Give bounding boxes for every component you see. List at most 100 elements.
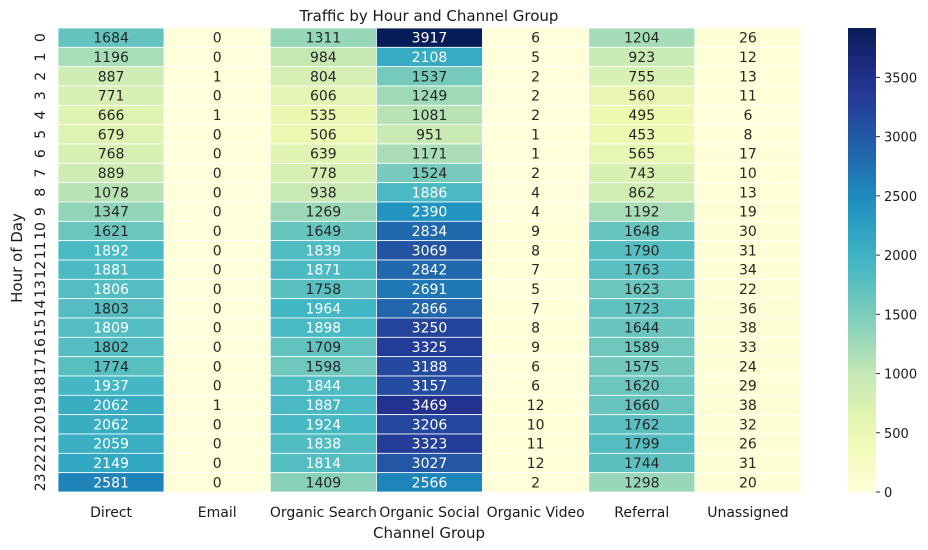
- cell-value-label: 20: [739, 475, 757, 491]
- cell-value-label: 6: [531, 31, 540, 47]
- y-tick-label: 21: [33, 435, 49, 453]
- cell-value-label: 0: [213, 243, 222, 259]
- cell-value-label: 1: [531, 127, 540, 143]
- cell-value-label: 2834: [412, 224, 448, 240]
- cell-value-label: 2062: [93, 398, 129, 414]
- cell-value-label: 666: [98, 108, 125, 124]
- cell-value-label: 26: [739, 437, 757, 453]
- cell-value-label: 0: [213, 127, 222, 143]
- cell-value-label: 1524: [412, 166, 448, 182]
- cell-value-label: 1892: [93, 243, 129, 259]
- cell-value-label: 19: [739, 205, 757, 221]
- cell-value-label: 560: [628, 89, 655, 105]
- y-tick-label: 19: [33, 396, 49, 414]
- cell-value-label: 1744: [624, 456, 660, 472]
- cell-value-label: 1839: [306, 243, 342, 259]
- y-tick-label: 12: [33, 261, 49, 279]
- cell-value-label: 0: [213, 456, 222, 472]
- cell-value-label: 17: [739, 147, 757, 163]
- cell-value-label: 2: [531, 89, 540, 105]
- cell-value-label: 0: [213, 147, 222, 163]
- cell-value-label: 453: [628, 127, 655, 143]
- cell-value-label: 3027: [412, 456, 448, 472]
- cell-value-label: 2: [531, 69, 540, 85]
- cell-value-label: 1192: [624, 205, 660, 221]
- cell-value-label: 1758: [306, 282, 342, 298]
- cell-value-label: 2108: [412, 50, 448, 66]
- cell-value-label: 1649: [306, 224, 342, 240]
- cell-value-label: 768: [98, 147, 125, 163]
- colorbar-tick-label: 2000: [884, 249, 917, 264]
- cell-value-label: 2581: [93, 475, 129, 491]
- y-tick-label: 6: [33, 149, 49, 158]
- cell-value-label: 5: [531, 282, 540, 298]
- x-tick-labels: Direct Email Organic Search Organic Social O…: [90, 505, 789, 521]
- cell-value-label: 0: [213, 263, 222, 279]
- cell-value-label: 34: [739, 263, 757, 279]
- cell-value-label: 3188: [412, 359, 448, 375]
- cell-value-label: 743: [628, 166, 655, 182]
- cell-value-label: 1790: [624, 243, 660, 259]
- y-tick-label: 20: [33, 415, 49, 433]
- y-tick-label: 10: [33, 222, 49, 240]
- y-axis-label: Hour of Day: [8, 213, 26, 303]
- cell-value-label: 31: [739, 243, 757, 259]
- cell-value-label: 889: [98, 166, 125, 182]
- cell-value-label: 0: [213, 475, 222, 491]
- cell-value-label: 1762: [624, 417, 660, 433]
- colorbar-tick-label: 500: [884, 427, 909, 442]
- cell-value-label: 3469: [412, 398, 448, 414]
- cell-value-label: 2059: [93, 437, 129, 453]
- cell-value-label: 32: [739, 417, 757, 433]
- cell-value-label: 0: [213, 301, 222, 317]
- cell-value-label: 0: [213, 282, 222, 298]
- cell-value-label: 1: [531, 147, 540, 163]
- cell-value-label: 7: [531, 301, 540, 317]
- y-tick-label: 8: [33, 188, 49, 197]
- cell-value-label: 1887: [306, 398, 342, 414]
- x-tick-label: Email: [198, 505, 237, 521]
- y-tick-label: 3: [33, 91, 49, 100]
- cell-value-label: 10: [527, 417, 545, 433]
- cell-value-label: 2842: [412, 263, 448, 279]
- cell-value-label: 679: [98, 127, 125, 143]
- x-tick-label: Organic Video: [487, 505, 585, 521]
- colorbar-tick-label: 3000: [884, 131, 917, 146]
- cell-value-label: 29: [739, 379, 757, 395]
- cell-value-label: 804: [310, 69, 337, 85]
- cell-value-label: 1347: [93, 205, 129, 221]
- cell-value-label: 2: [531, 166, 540, 182]
- cell-value-label: 755: [628, 69, 655, 85]
- cell-value-label: 1081: [412, 108, 448, 124]
- cell-value-label: 0: [213, 224, 222, 240]
- cell-value-label: 8: [743, 127, 752, 143]
- cell-value-label: 1964: [306, 301, 342, 317]
- x-tick-label: Organic Search: [270, 505, 377, 521]
- y-tick-label: 0: [33, 33, 49, 42]
- x-tick-label: Organic Social: [379, 505, 479, 521]
- cell-value-label: 1809: [93, 321, 129, 337]
- cell-value-label: 30: [739, 224, 757, 240]
- cell-value-label: 1709: [306, 340, 342, 356]
- cell-value-label: 862: [628, 185, 655, 201]
- cell-value-label: 4: [531, 185, 540, 201]
- cell-value-label: 9: [531, 340, 540, 356]
- cell-value-label: 3069: [412, 243, 448, 259]
- cell-value-label: 1204: [624, 31, 660, 47]
- y-tick-label: 17: [33, 357, 49, 375]
- cell-value-label: 1409: [306, 475, 342, 491]
- cell-value-label: 9: [531, 224, 540, 240]
- colorbar-tick-label: 2500: [884, 190, 917, 205]
- cell-value-label: 2: [531, 108, 540, 124]
- cell-value-label: 10: [739, 166, 757, 182]
- cell-value-label: 0: [213, 340, 222, 356]
- cell-value-label: 0: [213, 359, 222, 375]
- cell-value-label: 771: [98, 89, 125, 105]
- cell-value-label: 24: [739, 359, 757, 375]
- cell-value-label: 0: [213, 417, 222, 433]
- cell-value-label: 36: [739, 301, 757, 317]
- cell-value-label: 26: [739, 31, 757, 47]
- cell-value-label: 12: [527, 398, 545, 414]
- cell-value-label: 2866: [412, 301, 448, 317]
